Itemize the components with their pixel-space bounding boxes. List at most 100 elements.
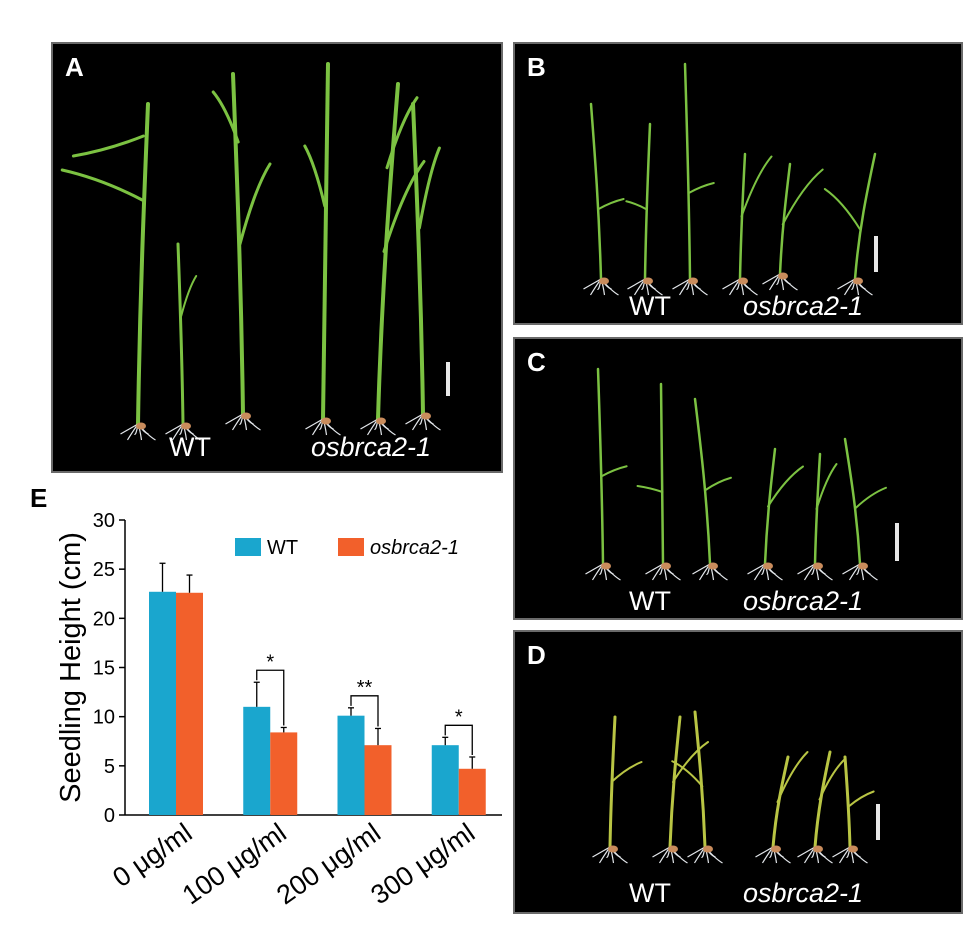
- panel-b-root: [722, 278, 741, 290]
- panel-a-seed: [376, 417, 386, 425]
- panel-b-stem: [778, 162, 792, 276]
- panel-a-letter: A: [65, 52, 84, 82]
- panel-d-root: [652, 846, 671, 858]
- bar-wt: [337, 715, 365, 815]
- panel-d-seedlings: [592, 710, 875, 864]
- panel-d-leaf: [776, 751, 809, 803]
- panel-a-seed: [181, 422, 191, 430]
- panel-d-root: [592, 846, 611, 858]
- panel-a-root: [225, 413, 244, 425]
- panel-a-root: [405, 413, 424, 425]
- panel-b-seed: [599, 277, 609, 285]
- panel-d-seedling: [671, 710, 723, 864]
- panel-d-leaf: [610, 761, 643, 783]
- panel-b-photo: B WT osbrca2-1: [513, 42, 963, 325]
- panel-a-leaf: [71, 134, 145, 158]
- panel-a-root: [120, 423, 139, 435]
- panel-a-seedling: [303, 62, 341, 436]
- panel-a-seedling: [405, 102, 441, 431]
- panel-d-seed: [608, 845, 618, 853]
- panel-c-leaf: [854, 486, 887, 509]
- panel-b-leaf: [781, 168, 824, 226]
- panel-c-photo: C WT osbrca2-1: [513, 337, 963, 620]
- panel-c-stem: [843, 437, 862, 566]
- panel-c-seed: [661, 562, 671, 570]
- panel-b-seed: [688, 277, 698, 285]
- panel-b-root: [762, 273, 781, 285]
- panel-a-seedling: [211, 72, 272, 431]
- panel-a-seed: [321, 417, 331, 425]
- panel-b-wt-label: WT: [629, 291, 671, 321]
- bar-mutant: [364, 745, 392, 815]
- panel-d-seed: [848, 845, 858, 853]
- panel-c-root: [585, 563, 604, 575]
- panel-c-leaf: [815, 463, 838, 510]
- panel-a-seedling: [60, 102, 156, 441]
- panel-b-seedling: [823, 152, 877, 296]
- panel-a-leaf: [211, 90, 240, 144]
- significance-label: *: [266, 651, 274, 673]
- panel-a-leaf: [303, 144, 327, 208]
- panel-c-stem: [596, 367, 605, 566]
- significance-label: **: [357, 677, 373, 699]
- panel-b-letter: B: [527, 52, 546, 82]
- panel-a-wt-label: WT: [169, 432, 211, 462]
- panel-c-seed: [708, 562, 718, 570]
- y-tick-label: 20: [93, 608, 115, 630]
- panel-d-seedling: [797, 750, 846, 864]
- panel-b-seed: [853, 277, 863, 285]
- y-tick-label: 15: [93, 658, 115, 680]
- panel-b-root: [627, 278, 646, 290]
- significance-bracket: [444, 724, 473, 755]
- panel-b-stem: [589, 102, 603, 281]
- panel-c-seedling: [585, 367, 628, 581]
- panel-b-seedlings: [583, 62, 877, 296]
- panel-b-seedling: [762, 162, 824, 291]
- panel-c-seed: [763, 562, 773, 570]
- panel-a-leaf: [382, 160, 426, 253]
- panel-c-seed: [813, 562, 823, 570]
- panel-d-leaf: [671, 760, 704, 788]
- panel-a-stem: [231, 72, 245, 416]
- panel-d-seedling: [832, 755, 875, 864]
- panel-b-seed: [778, 272, 788, 280]
- panel-d-photo: D WT osbrca2-1: [513, 630, 963, 914]
- panel-c-root: [747, 563, 766, 575]
- panel-c-seed: [601, 562, 611, 570]
- significance-bracket: [350, 695, 379, 727]
- panel-d-seedling: [755, 751, 809, 864]
- panel-a-leaf: [180, 275, 198, 317]
- panel-a-seedlings: [60, 62, 441, 441]
- legend-swatch: [235, 538, 261, 556]
- bar-mutant: [176, 592, 203, 815]
- panel-a-stem: [411, 102, 425, 416]
- panel-a-root: [360, 418, 379, 430]
- panel-a-leaf: [60, 168, 144, 202]
- panel-a-seed: [241, 412, 251, 420]
- panel-d-seed: [771, 845, 781, 853]
- x-tick-label: 100 μg/ml: [177, 817, 292, 910]
- panel-a-scale-bar: [446, 362, 450, 396]
- legend-label: WT: [267, 537, 298, 559]
- panel-a-seed: [136, 422, 146, 430]
- panel-a-leaf: [238, 162, 272, 246]
- panel-b-root: [583, 278, 602, 290]
- panel-d-leaf: [672, 741, 709, 783]
- y-tick-label: 10: [93, 707, 115, 729]
- panel-b-stem: [738, 152, 747, 281]
- panel-c-root: [645, 563, 664, 575]
- panel-c-root: [797, 563, 816, 575]
- panel-d-stem: [771, 755, 790, 849]
- panel-b-seedling: [722, 152, 773, 296]
- legend-label: osbrca2-1: [370, 537, 459, 559]
- significance-bracket: [256, 669, 285, 726]
- panel-a-root: [305, 418, 324, 430]
- y-tick-label: 25: [93, 559, 115, 581]
- panel-d-leaf: [847, 790, 875, 808]
- panel-d-seedling: [592, 715, 643, 864]
- bar-mutant: [458, 768, 486, 815]
- panel-d-stem: [813, 750, 832, 849]
- legend-swatch: [338, 538, 364, 556]
- x-tick-label: 200 μg/ml: [271, 817, 386, 910]
